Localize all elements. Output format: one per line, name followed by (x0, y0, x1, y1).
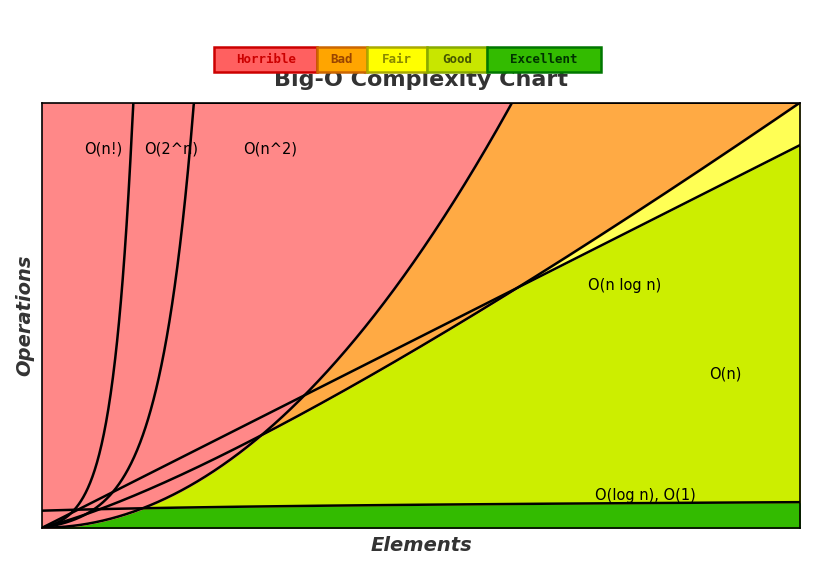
Text: Horrible: Horrible (236, 54, 296, 66)
Text: Bad: Bad (331, 54, 353, 66)
Text: Excellent: Excellent (510, 54, 578, 66)
Text: O(n): O(n) (709, 367, 742, 382)
Text: Good: Good (443, 54, 472, 66)
X-axis label: Elements: Elements (370, 536, 472, 555)
Text: O(log n), O(1): O(log n), O(1) (596, 488, 696, 503)
Text: O(n!): O(n!) (84, 141, 122, 157)
Text: Fair: Fair (382, 54, 412, 66)
Y-axis label: Operations: Operations (15, 254, 34, 376)
Title: Big-O Complexity Chart: Big-O Complexity Chart (274, 70, 568, 90)
Text: O(2^n): O(2^n) (144, 141, 199, 157)
Text: O(n log n): O(n log n) (588, 278, 661, 292)
Text: O(n^2): O(n^2) (243, 141, 297, 157)
